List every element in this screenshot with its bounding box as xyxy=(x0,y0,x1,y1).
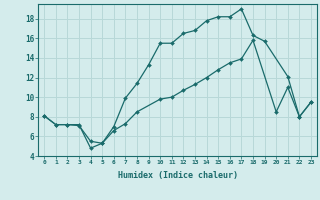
X-axis label: Humidex (Indice chaleur): Humidex (Indice chaleur) xyxy=(118,171,238,180)
